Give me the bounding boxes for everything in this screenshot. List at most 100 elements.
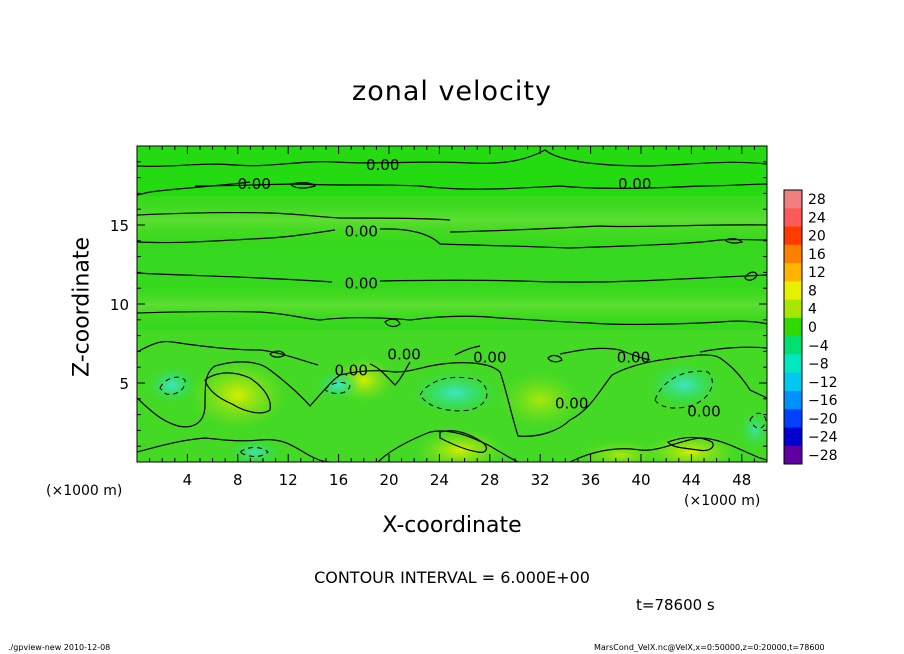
x-tick-label: 8 bbox=[233, 471, 243, 489]
colorbar-label: −8 bbox=[808, 357, 829, 373]
negative-contour-line bbox=[749, 412, 767, 429]
colorbar-label: 16 bbox=[808, 247, 826, 263]
contour-lines bbox=[137, 149, 767, 462]
contour-line bbox=[384, 318, 401, 328]
contour-labels: 0.00 0.00 0.00 0.00 0.00 0.00 0.00 0.00 0.00 0.00… bbox=[237, 156, 720, 420]
contour-line bbox=[204, 372, 271, 414]
negative-region-6 bbox=[739, 410, 767, 450]
contour-line bbox=[744, 271, 758, 281]
colorbar-segment bbox=[784, 226, 802, 246]
negative-region-2 bbox=[648, 363, 720, 407]
positive-region-1 bbox=[190, 361, 286, 429]
negative-contour-line bbox=[159, 376, 186, 395]
positive-region-6 bbox=[580, 441, 660, 462]
contour-line bbox=[137, 212, 767, 233]
colorbar-segment bbox=[784, 409, 802, 428]
contour-line bbox=[439, 430, 487, 453]
colorbar-label: 0 bbox=[808, 320, 817, 336]
x-tick-label: 32 bbox=[531, 471, 550, 489]
contour-line bbox=[137, 272, 767, 283]
x-tick-label: 24 bbox=[430, 471, 449, 489]
contour-label: 0.00 bbox=[387, 346, 420, 364]
colorbar-label: 4 bbox=[808, 302, 817, 318]
contour-line bbox=[667, 436, 714, 452]
contour-label: 0.00 bbox=[473, 349, 506, 367]
colorbar-segment bbox=[784, 281, 802, 301]
negative-region-3 bbox=[148, 367, 196, 403]
negative-region-1 bbox=[411, 371, 499, 415]
contour-line bbox=[137, 310, 767, 326]
footer-data-source: MarsCond_VelX.nc@VelX,x=0:50000,z=0:2000… bbox=[594, 643, 825, 652]
contour-label: 0.00 bbox=[617, 349, 650, 367]
negative-contour-line bbox=[239, 447, 269, 457]
footer-tool-info: ./gpview-new 2010-12-08 bbox=[8, 643, 111, 652]
contour-label: 0.00 bbox=[345, 274, 378, 292]
contour-line bbox=[137, 340, 767, 386]
y-tick-label: 5 bbox=[119, 375, 129, 393]
x-tick-label: 4 bbox=[183, 471, 193, 489]
x-axis-label: X-coordinate bbox=[382, 513, 522, 538]
colorbar-segment bbox=[784, 427, 802, 447]
positive-region-5 bbox=[500, 372, 580, 428]
colorbar-segment bbox=[784, 208, 802, 228]
colorbar-label: 8 bbox=[808, 283, 817, 299]
contour-label: 0.00 bbox=[366, 156, 399, 174]
x-tick-label: 36 bbox=[581, 471, 600, 489]
colorbar-label: −12 bbox=[808, 375, 838, 391]
time-stamp: t=78600 s bbox=[636, 596, 715, 614]
y-tick-label: 15 bbox=[110, 217, 129, 235]
colorbar-label: 12 bbox=[808, 265, 826, 281]
contour-label: 0.00 bbox=[237, 175, 270, 193]
x-units-left: (×1000 m) bbox=[46, 483, 123, 499]
y-axis-label: Z-coordinate bbox=[69, 237, 95, 377]
colorbar-segment bbox=[784, 445, 802, 465]
negative-contour-line bbox=[419, 376, 488, 412]
colorbar-label: −4 bbox=[808, 338, 829, 354]
colorbar-segment bbox=[784, 244, 802, 264]
colorbar-segment bbox=[784, 317, 802, 337]
contour-line bbox=[269, 350, 286, 358]
colorbar-segment bbox=[784, 372, 802, 392]
colorbar-label: 20 bbox=[808, 229, 826, 245]
colorbar-label: −16 bbox=[808, 393, 838, 409]
colorbar-frame bbox=[783, 189, 803, 465]
colorbar: 28 24 20 16 12 8 4 0 −4 −8 −12 −16 −20 −24 −28 bbox=[783, 189, 838, 465]
contour-label: 0.00 bbox=[618, 175, 651, 193]
contour-label: 0.00 bbox=[334, 361, 367, 379]
colorbar-segment bbox=[784, 390, 802, 410]
contour-interval-note: CONTOUR INTERVAL = 6.000E+00 bbox=[314, 568, 590, 587]
y-tick-label: 10 bbox=[110, 296, 129, 314]
contour-line bbox=[547, 354, 563, 363]
x-units-right: (×1000 m) bbox=[684, 493, 761, 509]
x-axis: 4 8 12 16 20 24 28 32 36 40 44 48 bbox=[149, 146, 755, 489]
negative-region-4 bbox=[316, 371, 360, 399]
negative-region-5 bbox=[229, 440, 281, 462]
contour-label: 0.00 bbox=[345, 222, 378, 240]
colorbar-segment bbox=[784, 299, 802, 319]
x-tick-label: 40 bbox=[631, 471, 650, 489]
negative-contour-line bbox=[324, 382, 351, 394]
contour-line bbox=[137, 430, 767, 462]
colorbar-label: −28 bbox=[808, 448, 838, 464]
plot-area: 0.00 0.00 0.00 0.00 0.00 0.00 0.00 0.00 0.00 0.00… bbox=[110, 145, 768, 489]
x-tick-label: 16 bbox=[329, 471, 348, 489]
x-tick-label: 20 bbox=[379, 471, 398, 489]
contour-line bbox=[137, 149, 767, 167]
low-band-shade bbox=[137, 280, 767, 330]
chart-title: zonal velocity bbox=[352, 76, 552, 107]
x-tick-label: 12 bbox=[279, 471, 298, 489]
field-shading bbox=[137, 146, 767, 462]
y-axis: 5 10 15 bbox=[110, 161, 767, 447]
mid-band-shade bbox=[137, 190, 767, 250]
colorbar-label: 24 bbox=[808, 210, 826, 226]
negative-contour-line bbox=[654, 370, 713, 409]
contour-label: 0.00 bbox=[687, 402, 720, 420]
negative-contours bbox=[159, 370, 767, 457]
colorbar-segment bbox=[784, 354, 802, 374]
colorbar-label: 28 bbox=[808, 192, 826, 208]
x-tick-label: 44 bbox=[682, 471, 701, 489]
x-tick-label: 48 bbox=[732, 471, 751, 489]
contour-line bbox=[723, 238, 744, 244]
colorbar-segment bbox=[784, 263, 802, 282]
